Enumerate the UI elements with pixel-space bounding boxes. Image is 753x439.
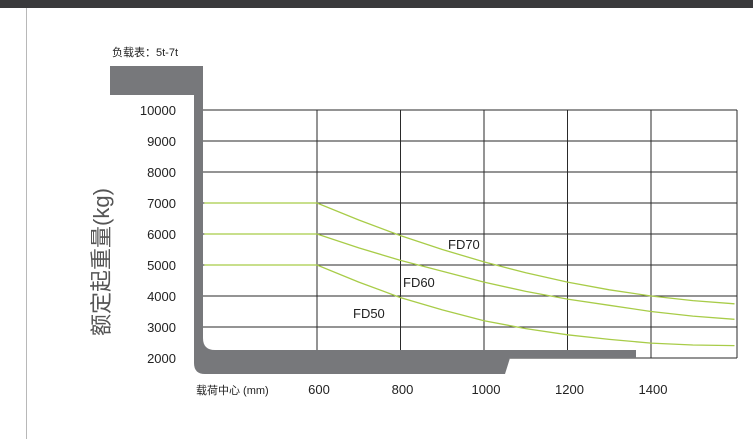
x-tick-label: 1200 <box>555 382 584 397</box>
series-line-fd70 <box>204 202 735 305</box>
fork-shape <box>110 66 636 374</box>
y-tick-label: 3000 <box>147 320 176 335</box>
x-axis-title: 载荷中心 (mm) <box>196 384 269 397</box>
y-tick-label: 8000 <box>147 165 176 180</box>
forklift-fork-shape <box>110 66 636 374</box>
y-tick-label: 9000 <box>147 134 176 149</box>
x-tick-labels: 600 800 1000 1200 1400 <box>308 382 667 397</box>
y-tick-label: 7000 <box>147 196 176 211</box>
series-label-fd60: FD60 <box>403 275 435 290</box>
x-tick-label: 1000 <box>472 382 501 397</box>
left-divider <box>26 8 27 439</box>
series-lines <box>204 202 735 347</box>
y-tick-label: 5000 <box>147 258 176 273</box>
y-tick-label: 6000 <box>147 227 176 242</box>
y-tick-label: 10000 <box>140 103 176 118</box>
load-table-caption: 负载表：5t-7t <box>112 47 179 59</box>
x-tick-label: 1400 <box>639 382 668 397</box>
y-tick-label: 4000 <box>147 289 176 304</box>
top-bar <box>0 0 753 8</box>
series-label-fd70: FD70 <box>448 237 480 252</box>
series-line-fd60 <box>204 233 735 320</box>
y-tick-label: 2000 <box>147 351 176 366</box>
x-tick-label: 800 <box>392 382 414 397</box>
series-labels: FD70 FD60 FD50 <box>353 237 480 321</box>
series-label-fd50: FD50 <box>353 306 385 321</box>
x-tick-label: 600 <box>308 382 330 397</box>
y-tick-labels: 10000 9000 8000 7000 6000 5000 4000 3000 2000 <box>140 103 176 366</box>
series-line-fd50 <box>204 264 735 347</box>
